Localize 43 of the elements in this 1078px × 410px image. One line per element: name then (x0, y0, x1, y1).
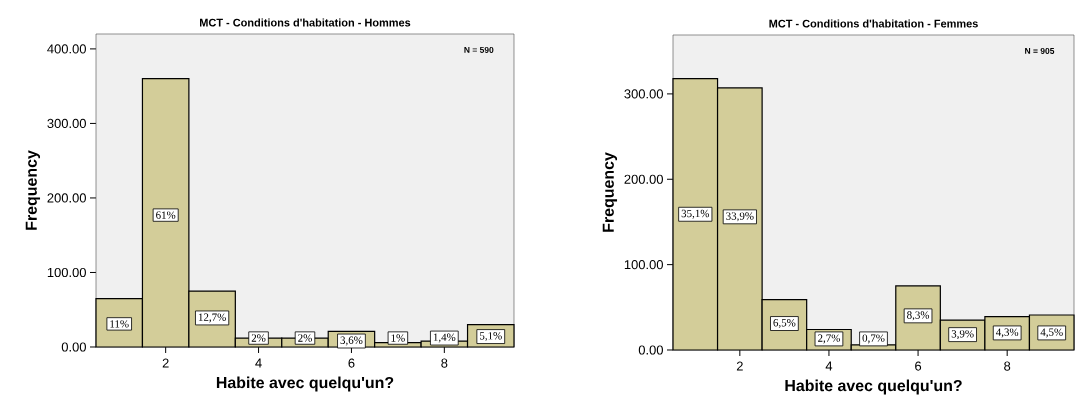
y-tick-label: 300.00 (47, 118, 86, 129)
y-axis-title: Frequency (602, 152, 618, 232)
y-tick-label: 200.00 (624, 174, 663, 184)
annotation: 0,7% (862, 334, 885, 344)
x-tick-label: 8 (441, 358, 448, 368)
annotation: 11% (110, 320, 129, 328)
annotation: 35,1% (681, 209, 710, 219)
annotation: 4,5% (1040, 328, 1063, 338)
y-tick-label: 200.00 (47, 193, 86, 203)
x-tick-label: 6 (915, 361, 922, 371)
annotation: 2,7% (818, 334, 840, 344)
annotation: 1,4% (433, 333, 456, 343)
annotation: 8,3% (907, 311, 930, 321)
annotation: 2% (298, 334, 312, 342)
x-tick-label: 2 (162, 358, 169, 368)
y-tick-label: 100.00 (624, 260, 663, 270)
annotation: 3,6% (340, 336, 363, 346)
x-tick-label: 4 (255, 358, 262, 368)
annotation: N = 905 (1025, 47, 1055, 54)
x-tick-label: 6 (348, 358, 355, 368)
annotation: N = 590 (464, 46, 494, 53)
annotation: 33,9% (726, 212, 754, 222)
x-tick-label: 2 (736, 361, 743, 371)
y-axis-title: Frequency (25, 150, 41, 230)
annotation: 3,9% (951, 330, 974, 340)
annotation: 4,3% (995, 328, 1019, 338)
y-tick-label: 400.00 (47, 44, 86, 54)
annotation: 2% (251, 334, 266, 342)
chart-title: MCT - Conditions d'habitation - Hommes (200, 18, 411, 27)
x-tick-label: 8 (1004, 361, 1011, 371)
chart-title: MCT - Conditions d'habitation - Femmes (769, 19, 978, 28)
x-tick-label: 4 (825, 361, 833, 371)
y-tick-label: 0.00 (61, 342, 86, 352)
annotation: 12,7% (198, 313, 226, 323)
y-tick-label: 300.00 (624, 89, 663, 99)
y-tick-label: 0.00 (638, 345, 663, 355)
x-axis-title: Habite avec quelqu'un? (785, 379, 962, 395)
y-tick-label: 100.00 (47, 267, 86, 278)
annotation: 6,5% (773, 319, 796, 329)
annotation: 61% (156, 211, 176, 219)
annotation: 5,1% (480, 332, 502, 342)
annotation: 1% (391, 334, 405, 342)
x-axis-title: Habite avec quelqu'un? (216, 376, 394, 392)
